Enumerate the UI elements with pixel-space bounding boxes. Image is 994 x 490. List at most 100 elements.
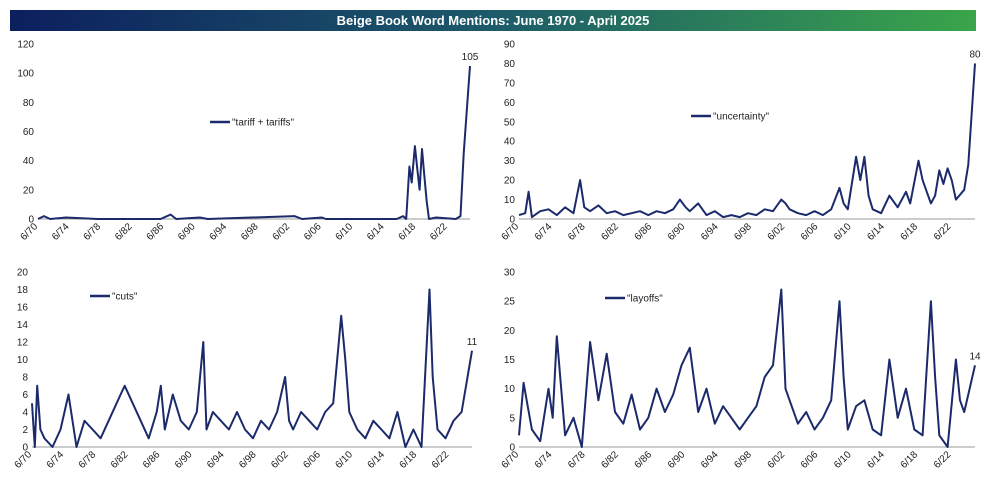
x-tick-label: 6/02 (766, 449, 788, 471)
legend-label: "uncertainty" (713, 112, 769, 123)
end-value-label: 11 (467, 337, 478, 348)
y-tick-label: 60 (23, 127, 35, 138)
x-tick-label: 6/02 (766, 221, 788, 243)
y-tick-label: 40 (504, 137, 516, 148)
legend-label: "tariff + tariffs" (232, 118, 294, 129)
x-tick-label: 6/10 (334, 221, 356, 243)
y-tick-label: 18 (17, 285, 29, 296)
x-tick-label: 6/98 (732, 449, 754, 471)
x-tick-label: 6/18 (899, 221, 921, 243)
y-tick-label: 20 (17, 268, 29, 279)
y-tick-label: 8 (22, 373, 28, 384)
series-line (37, 65, 471, 220)
y-tick-label: 40 (23, 156, 35, 167)
legend-label: "cuts" (112, 292, 138, 303)
series-line (31, 288, 473, 448)
x-tick-label: 6/98 (237, 449, 259, 471)
y-tick-label: 6 (22, 390, 28, 401)
x-tick-label: 6/22 (932, 449, 954, 471)
y-tick-label: 25 (504, 297, 516, 308)
x-tick-label: 6/82 (113, 221, 135, 243)
y-tick-label: 14 (17, 320, 29, 331)
x-tick-label: 6/74 (45, 449, 67, 471)
x-tick-label: 6/78 (77, 449, 99, 471)
layoffs-chart: 0 5 10 15 20 25 30 6/70 6/74 6/78 6/82 6/86 6/90 6/94… (500, 268, 981, 471)
x-tick-label: 6/90 (666, 221, 688, 243)
x-tick-label: 6/94 (699, 221, 721, 243)
y-tick-label: 120 (17, 40, 34, 51)
x-tick-label: 6/90 (666, 449, 688, 471)
y-tick-label: 0 (22, 443, 28, 454)
x-tick-label: 6/90 (176, 221, 198, 243)
y-tick-label: 80 (23, 98, 35, 109)
end-value-label: 105 (462, 52, 479, 63)
legend-label: "layoffs" (627, 294, 663, 305)
y-tick-label: 10 (504, 195, 516, 206)
y-tick-label: 80 (504, 59, 516, 70)
x-tick-label: 6/74 (50, 221, 72, 243)
end-value-label: 80 (969, 49, 981, 60)
y-tick-label: 100 (17, 69, 34, 80)
y-tick-label: 30 (504, 268, 516, 279)
x-tick-label: 6/70 (13, 449, 35, 471)
y-tick-label: 0 (509, 215, 515, 226)
x-tick-label: 6/14 (865, 449, 887, 471)
x-tick-label: 6/10 (832, 221, 854, 243)
x-tick-label: 6/18 (398, 449, 420, 471)
x-tick-label: 6/14 (865, 221, 887, 243)
y-tick-label: 70 (504, 78, 516, 89)
x-tick-label: 6/94 (699, 449, 721, 471)
y-tick-label: 12 (17, 338, 29, 349)
x-tick-label: 6/14 (366, 449, 388, 471)
series-line (518, 288, 976, 448)
x-tick-label: 6/74 (533, 221, 555, 243)
x-tick-label: 6/86 (141, 449, 163, 471)
y-tick-label: 10 (504, 384, 516, 395)
x-tick-label: 6/90 (173, 449, 195, 471)
x-tick-label: 6/78 (566, 221, 588, 243)
end-value-label: 14 (969, 351, 981, 362)
x-tick-label: 6/02 (269, 449, 291, 471)
y-tick-label: 20 (504, 326, 516, 337)
x-tick-label: 6/22 (932, 221, 954, 243)
y-tick-label: 0 (509, 443, 515, 454)
x-tick-label: 6/98 (732, 221, 754, 243)
y-tick-label: 2 (22, 425, 28, 436)
x-tick-label: 6/82 (109, 449, 131, 471)
x-tick-label: 6/86 (633, 221, 655, 243)
y-tick-label: 30 (504, 156, 516, 167)
x-tick-label: 6/70 (500, 449, 522, 471)
x-tick-label: 6/06 (799, 449, 821, 471)
y-tick-label: 5 (509, 413, 515, 424)
x-tick-label: 6/94 (205, 449, 227, 471)
x-tick-label: 6/18 (397, 221, 419, 243)
y-tick-label: 4 (22, 408, 28, 419)
cuts-chart: 0 2 4 6 8 10 12 14 16 18 20 6/70 6/74 6/78 6/82 6/86 6/9… (13, 268, 478, 471)
x-tick-label: 6/22 (428, 221, 450, 243)
x-tick-label: 6/86 (145, 221, 167, 243)
x-tick-label: 6/10 (832, 449, 854, 471)
x-tick-label: 6/70 (500, 221, 522, 243)
y-tick-label: 20 (23, 185, 35, 196)
x-tick-label: 6/82 (599, 449, 621, 471)
y-tick-label: 0 (28, 215, 34, 226)
x-tick-label: 6/06 (302, 221, 324, 243)
y-tick-label: 90 (504, 40, 516, 51)
y-tick-label: 10 (17, 355, 29, 366)
x-tick-label: 6/74 (533, 449, 555, 471)
y-tick-label: 50 (504, 117, 516, 128)
x-tick-label: 6/94 (208, 221, 230, 243)
x-tick-label: 6/06 (799, 221, 821, 243)
x-tick-label: 6/86 (633, 449, 655, 471)
uncertainty-chart: 0 10 20 30 40 50 60 70 80 90 6/70 6/74 6/78 6/82 6/86 6… (500, 40, 981, 243)
title-bar: Beige Book Word Mentions: June 1970 - Ap… (10, 10, 976, 31)
x-tick-label: 6/06 (301, 449, 323, 471)
x-tick-label: 6/02 (271, 221, 293, 243)
x-tick-label: 6/78 (566, 449, 588, 471)
y-tick-label: 20 (504, 176, 516, 187)
x-tick-label: 6/14 (365, 221, 387, 243)
x-tick-label: 6/70 (19, 221, 41, 243)
series-line (518, 63, 976, 219)
x-tick-label: 6/10 (333, 449, 355, 471)
x-tick-label: 6/82 (599, 221, 621, 243)
